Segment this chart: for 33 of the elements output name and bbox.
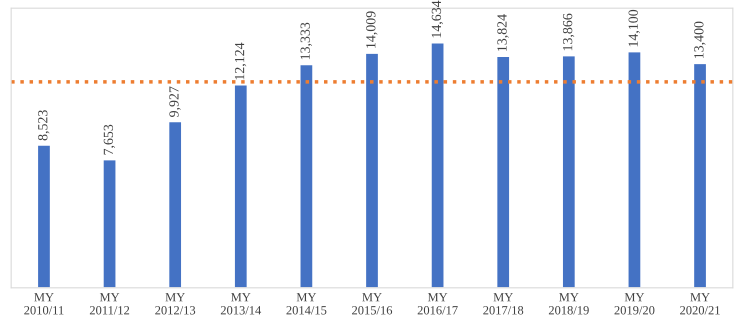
bar — [364, 52, 380, 288]
x-tick-label: MY 2018/19 — [548, 293, 589, 314]
x-tick-label: MY 2014/15 — [286, 293, 326, 314]
x-tick-label: MY 2020/21 — [680, 293, 720, 314]
data-label: 13,866 — [562, 14, 574, 50]
bar — [562, 54, 576, 288]
bar — [36, 144, 52, 288]
bar — [102, 158, 117, 288]
x-tick-label: MY 2011/12 — [90, 293, 130, 314]
bar — [299, 64, 314, 288]
bar — [627, 51, 642, 288]
data-label: 13,400 — [694, 22, 706, 58]
bar — [692, 62, 708, 288]
x-tick-label: MY 2017/18 — [483, 293, 524, 314]
data-label: 12,124 — [234, 42, 246, 80]
bar — [234, 84, 248, 288]
bar — [496, 56, 510, 288]
x-tick-label: MY 2015/16 — [352, 293, 392, 314]
data-label: 13,824 — [497, 14, 509, 51]
data-label: 13,333 — [300, 22, 312, 60]
data-label: 7,653 — [104, 124, 116, 155]
data-label: 8,523 — [38, 110, 50, 140]
x-tick-label: MY 2019/20 — [614, 293, 654, 314]
data-label: 14,100 — [628, 10, 640, 46]
data-label: 14,009 — [366, 11, 378, 48]
x-tick-label: MY 2012/13 — [155, 293, 196, 314]
data-label: 14,634 — [432, 0, 444, 38]
bar — [168, 120, 182, 288]
bar — [430, 42, 445, 288]
x-tick-label: MY 2016/17 — [418, 293, 458, 314]
x-tick-label: MY 2010/11 — [24, 293, 64, 314]
x-tick-label: MY 2013/14 — [220, 293, 262, 314]
data-label: 9,927 — [169, 86, 181, 117]
